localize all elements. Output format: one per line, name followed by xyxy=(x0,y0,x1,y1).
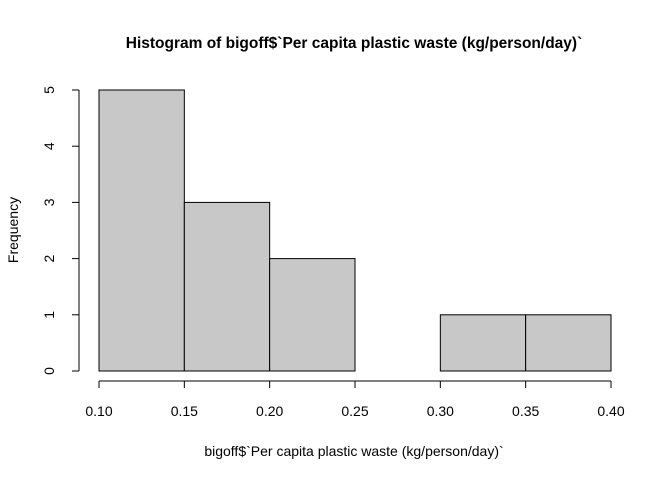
y-tick-label-5: 5 xyxy=(41,86,57,94)
y-tick-label-1: 1 xyxy=(41,311,57,319)
y-axis-ticks: 0 1 2 3 4 5 xyxy=(41,86,79,375)
y-axis-label: Frequency xyxy=(5,197,21,263)
x-tick-label-3: 0.25 xyxy=(341,403,368,419)
x-axis-ticks: 0.10 0.15 0.20 0.25 0.30 0.35 0.40 xyxy=(85,381,625,419)
bars-group xyxy=(98,89,612,372)
x-tick-label-0: 0.10 xyxy=(85,403,112,419)
histogram-bar-5 xyxy=(525,314,612,372)
x-tick-label-5: 0.35 xyxy=(512,403,539,419)
chart-title: Histogram of bigoff$`Per capita plastic … xyxy=(126,35,582,52)
histogram-bar-0 xyxy=(98,89,185,372)
histogram-bar-2 xyxy=(269,258,356,372)
x-tick-label-1: 0.15 xyxy=(171,403,198,419)
y-tick-label-4: 4 xyxy=(41,142,57,150)
x-tick-label-2: 0.20 xyxy=(256,403,283,419)
y-tick-label-2: 2 xyxy=(41,254,57,262)
histogram-bar-4 xyxy=(439,314,527,372)
x-tick-label-4: 0.30 xyxy=(427,403,454,419)
x-tick-label-6: 0.40 xyxy=(597,403,624,419)
histogram-bar-1 xyxy=(183,201,271,372)
y-tick-label-3: 3 xyxy=(41,198,57,206)
x-axis-label: bigoff$`Per capita plastic waste (kg/per… xyxy=(204,443,503,459)
y-tick-label-0: 0 xyxy=(41,367,57,375)
